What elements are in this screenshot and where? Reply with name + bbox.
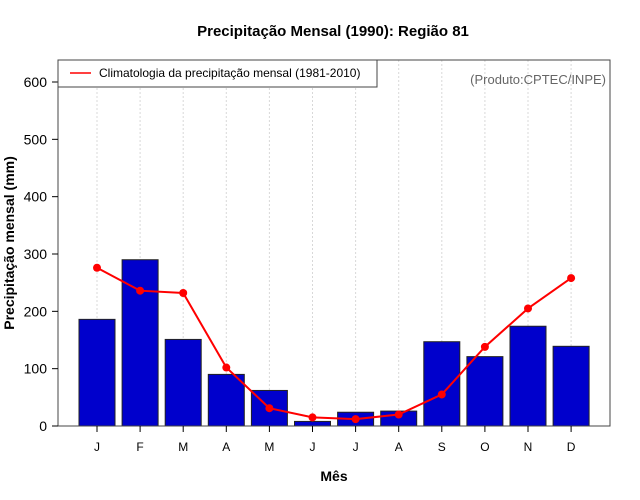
x-tick-label: M xyxy=(178,440,188,454)
bar xyxy=(78,318,116,427)
bar xyxy=(552,345,590,427)
climatology-point xyxy=(437,390,446,399)
bar xyxy=(164,338,202,427)
x-tick-label: O xyxy=(480,440,489,454)
y-tick-label: 600 xyxy=(24,74,48,90)
y-tick-label: 300 xyxy=(24,246,48,262)
x-tick-label: M xyxy=(264,440,274,454)
bar xyxy=(423,341,461,427)
x-tick-label: J xyxy=(353,440,359,454)
y-tick-label: 400 xyxy=(24,189,48,205)
legend-entry-climatology: Climatologia da precipitação mensal (198… xyxy=(99,66,360,80)
bar xyxy=(207,373,245,427)
x-tick-label: D xyxy=(567,440,576,454)
climatology-point xyxy=(136,286,145,295)
climatology-point xyxy=(567,274,576,283)
climatology-point xyxy=(351,415,360,424)
climatology-line xyxy=(93,263,576,424)
chart-title: Precipitação Mensal (1990): Região 81 xyxy=(197,23,469,40)
climatology-point xyxy=(524,304,532,313)
x-axis-label: Mês xyxy=(320,468,347,484)
x-tick-label: A xyxy=(395,440,403,454)
y-tick-label: 200 xyxy=(24,303,48,319)
climatology-point xyxy=(93,263,101,272)
x-tick-label: N xyxy=(524,440,533,454)
bar xyxy=(294,420,331,427)
y-tick-label: 500 xyxy=(24,131,48,147)
x-tick-label: S xyxy=(438,440,446,454)
legend-box xyxy=(57,59,378,88)
climatology-point xyxy=(308,413,317,422)
x-tick-label: F xyxy=(136,440,143,454)
climatology-point xyxy=(265,404,274,413)
bar xyxy=(509,325,547,427)
climatology-point xyxy=(179,288,188,297)
y-axis-label: Precipitação mensal (mm) xyxy=(1,156,17,330)
climatology-point xyxy=(222,363,231,372)
y-axis: 0 100 200 300 400 500 600 xyxy=(24,74,58,434)
y-tick-label: 0 xyxy=(39,418,47,434)
bar xyxy=(466,356,504,427)
x-tick-label: A xyxy=(222,440,230,454)
climatology-point xyxy=(480,342,489,351)
x-tick-label: J xyxy=(94,440,100,454)
bars xyxy=(78,259,590,427)
legend: Climatologia da precipitação mensal (198… xyxy=(57,59,378,88)
credit-annotation: (Produto:CPTEC/INPE) xyxy=(470,72,606,87)
x-tick-label: J xyxy=(310,440,316,454)
climatology-point xyxy=(394,410,403,419)
y-tick-label: 100 xyxy=(24,361,48,377)
climatology-polyline xyxy=(96,266,572,421)
